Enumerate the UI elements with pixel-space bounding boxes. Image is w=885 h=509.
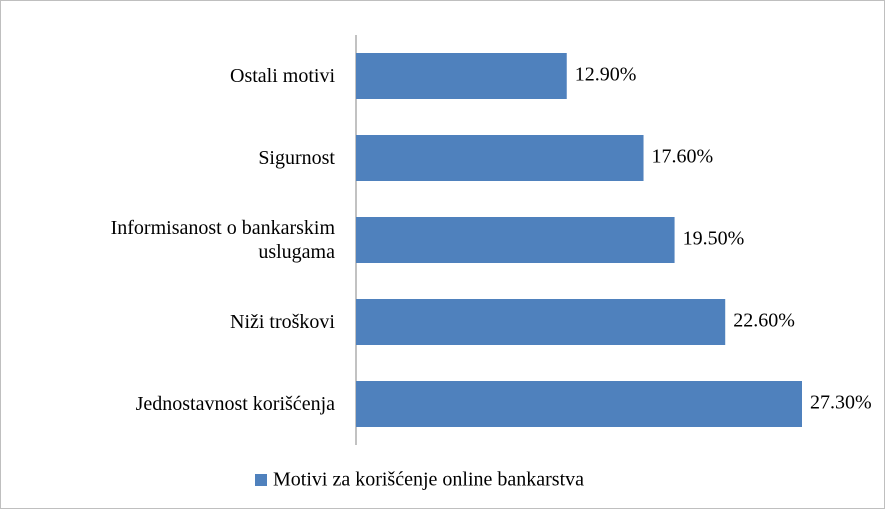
bar <box>356 135 644 181</box>
data-label: 22.60% <box>733 310 795 332</box>
category-label: Jednostavnost korišćenja <box>135 393 335 415</box>
bar <box>356 381 802 427</box>
bar <box>356 53 567 99</box>
legend-swatch <box>255 474 267 486</box>
category-label: Informisanost o bankarskim uslugama <box>110 217 335 263</box>
category-label: Sigurnost <box>258 147 335 169</box>
legend-label: Motivi za korišćenje online bankarstva <box>273 469 584 491</box>
bar <box>356 299 726 345</box>
category-label: Ostali motivi <box>230 65 335 87</box>
bar <box>356 217 675 263</box>
category-label: Niži troškovi <box>230 311 335 333</box>
data-label: 19.50% <box>683 228 745 250</box>
data-label: 27.30% <box>810 392 872 414</box>
data-label: 17.60% <box>652 146 714 168</box>
data-label: 12.90% <box>575 64 637 86</box>
